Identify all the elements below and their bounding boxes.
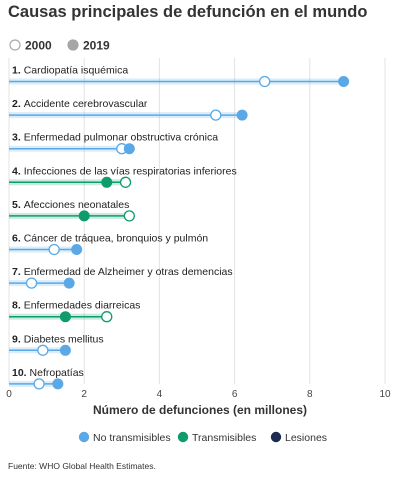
category-label: 9. Diabetes mellitus (12, 333, 104, 345)
category-rank: 8. (12, 300, 24, 312)
point-2019 (101, 176, 113, 188)
row-5: 5. Afecciones neonatales (9, 199, 135, 222)
category-rank: 10. (12, 367, 30, 379)
point-2000 (210, 109, 222, 121)
row-9: 9. Diabetes mellitus (9, 333, 104, 356)
category-label: 2. Accidente cerebrovascular (12, 98, 148, 110)
group-legend-marker-2 (270, 431, 282, 443)
category-rank: 9. (12, 333, 24, 345)
category-rank: 2. (12, 98, 24, 110)
category-label: 8. Enfermedades diarreicas (12, 300, 140, 312)
point-2000 (101, 311, 113, 323)
category-label: 10. Nefropatías (12, 367, 84, 379)
row-2: 2. Accidente cerebrovascular (9, 98, 248, 121)
point-2019 (236, 109, 248, 121)
group-legend: No transmisibles Transmisibles Lesiones (78, 431, 327, 444)
category-name: Enfermedades diarreicas (24, 300, 141, 312)
group-legend-label-2: Lesiones (285, 432, 327, 444)
gridlines (8, 58, 386, 384)
row-3: 3. Enfermedad pulmonar obstructiva cróni… (9, 132, 218, 155)
group-legend-label-0: No transmisibles (93, 432, 171, 444)
category-name: Infecciones de las vías respiratorias in… (24, 165, 237, 177)
point-2000 (123, 210, 135, 222)
year-legend: 2000 2019 (9, 39, 110, 53)
category-label: 6. Cáncer de tráquea, bronquios y pulmón (12, 233, 208, 245)
category-label: 5. Afecciones neonatales (12, 199, 129, 211)
category-name: Diabetes mellitus (24, 333, 104, 345)
point-2000 (259, 75, 271, 88)
data-rows: 1. Cardiopatía isquémica 2. Accidente cer… (9, 65, 350, 390)
row-4: 4. Infecciones de las vías respiratorias… (9, 165, 237, 188)
group-legend-marker-1 (177, 431, 189, 443)
category-name: Enfermedad pulmonar obstructiva crónica (24, 132, 219, 144)
point-2000 (33, 378, 45, 390)
point-2019 (52, 378, 64, 390)
year-legend-marker-2019 (67, 39, 79, 51)
point-2019 (63, 277, 75, 289)
x-tick-label-8: 8 (307, 389, 313, 400)
category-label: 3. Enfermedad pulmonar obstructiva cróni… (12, 132, 218, 144)
category-name: Enfermedad de Alzheimer y otras demencia… (24, 266, 233, 278)
point-2019 (59, 311, 71, 323)
category-label: 7. Enfermedad de Alzheimer y otras demen… (12, 266, 233, 278)
point-2000 (25, 277, 38, 289)
point-2019 (71, 244, 83, 255)
x-axis-label: Número de defunciones (en millones) (93, 403, 307, 417)
category-name: Nefropatías (30, 367, 84, 379)
point-2019 (59, 344, 71, 356)
row-6: 6. Cáncer de tráquea, bronquios y pulmón (9, 233, 208, 256)
point-2000 (119, 176, 132, 188)
point-2019 (78, 210, 90, 222)
row-1: 1. Cardiopatía isquémica (9, 65, 350, 88)
x-tick-label-10: 10 (379, 389, 391, 400)
x-axis-ticks: 0 2 4 6 8 10 (6, 389, 391, 400)
category-name: Cáncer de tráquea, bronquios y pulmón (24, 233, 209, 245)
category-name: Afecciones neonatales (24, 199, 130, 211)
x-tick-label-6: 6 (232, 389, 238, 400)
row-8: 8. Enfermedades diarreicas (9, 300, 140, 323)
group-legend-label-1: Transmisibles (192, 432, 256, 444)
category-rank: 3. (12, 132, 24, 144)
point-2019 (123, 143, 135, 155)
group-legend-marker-0 (78, 431, 90, 443)
point-2000 (48, 243, 60, 256)
chart-title: Causas principales de defunción en el mu… (8, 3, 367, 21)
row-10: 10. Nefropatías (9, 367, 84, 390)
x-tick-label-4: 4 (157, 389, 163, 400)
category-label: 1. Cardiopatía isquémica (12, 65, 128, 77)
category-rank: 1. (12, 65, 24, 77)
point-2019 (338, 76, 350, 87)
category-rank: 6. (12, 233, 24, 245)
source-note: Fuente: WHO Global Health Estimates. (8, 461, 156, 471)
year-legend-label-2000: 2000 (25, 39, 52, 53)
x-tick-label-0: 0 (6, 389, 12, 400)
category-name: Accidente cerebrovascular (24, 98, 148, 110)
category-name: Cardiopatía isquémica (24, 65, 129, 77)
x-tick-label-2: 2 (81, 389, 87, 400)
category-label: 4. Infecciones de las vías respiratorias… (12, 165, 237, 177)
year-legend-label-2019: 2019 (83, 39, 110, 53)
year-legend-marker-2000 (9, 39, 21, 51)
category-rank: 7. (12, 266, 24, 278)
category-rank: 5. (12, 199, 24, 211)
category-rank: 4. (12, 165, 24, 177)
point-2000 (37, 344, 49, 356)
row-7: 7. Enfermedad de Alzheimer y otras demen… (9, 266, 233, 289)
